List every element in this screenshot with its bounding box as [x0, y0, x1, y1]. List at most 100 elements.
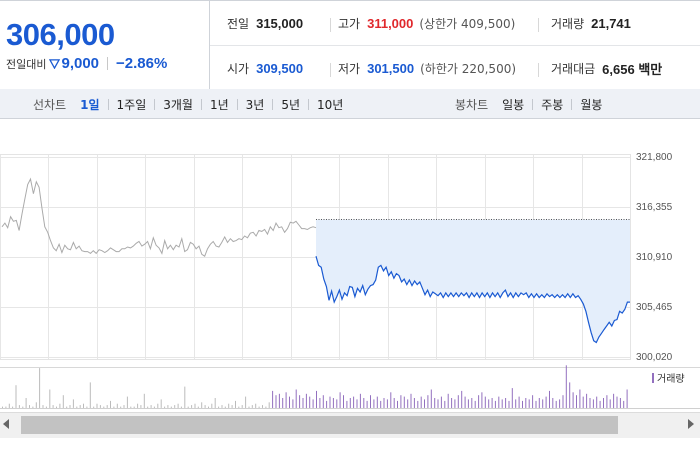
tab-3-months[interactable]: 3개월	[163, 97, 193, 112]
y-tick-labels: 321,800 316,355 310,910 305,465 300,020	[636, 152, 673, 363]
scroll-left-arrow-icon[interactable]	[3, 419, 9, 429]
change-value: 9,000	[61, 55, 100, 72]
tab-daily[interactable]: 일봉	[502, 97, 525, 112]
divider	[154, 98, 156, 110]
amount-value: 6,656 백만	[602, 61, 663, 77]
row-divider	[210, 45, 700, 46]
volume-bar	[248, 406, 250, 408]
volume-bar	[282, 398, 284, 408]
tab-1-year[interactable]: 1년	[209, 97, 229, 112]
volume-bar	[386, 399, 388, 408]
y-tick-label: 316,355	[636, 202, 673, 213]
divider	[236, 98, 238, 110]
candle-chart-tabs: 봉차트 일봉 주봉 월봉	[455, 89, 602, 119]
volume-bar	[93, 406, 95, 408]
tab-10-years[interactable]: 10년	[317, 97, 344, 112]
volume-bar	[370, 395, 371, 408]
chart-canvas: 321,800 316,355 310,910 305,465 300,020 거래량	[0, 152, 700, 409]
scroll-thumb[interactable]	[21, 416, 618, 434]
tab-weekly[interactable]: 주봉	[541, 97, 564, 112]
volume-bar	[326, 400, 328, 408]
volume-bar	[552, 398, 554, 408]
volume-label: 거래량	[551, 16, 585, 31]
volume-bar	[393, 398, 395, 408]
volume-bar	[380, 400, 382, 408]
volume-bar	[484, 396, 486, 408]
volume-bar	[461, 390, 463, 408]
volume-bar	[295, 389, 297, 408]
volume-bar	[447, 393, 449, 409]
volume-bar	[140, 405, 142, 408]
volume-bar	[245, 396, 247, 408]
volume-bar	[39, 368, 41, 408]
volume-bar	[211, 403, 213, 408]
volume-bar	[427, 395, 429, 408]
volume-bar	[488, 399, 490, 408]
volume-bar	[609, 399, 611, 408]
tab-monthly[interactable]: 월봉	[580, 97, 603, 112]
volume-bar	[302, 398, 304, 408]
volume-bar	[268, 402, 270, 408]
upper-limit: (상한가 409,500)	[419, 16, 516, 31]
high-label: 고가	[338, 16, 361, 31]
volume-bar	[194, 403, 196, 408]
prev-close-label: 전일	[227, 16, 250, 31]
stat-low: 저가 301,500 (하한가 220,500)	[338, 58, 516, 78]
volume-bar	[464, 396, 466, 408]
volume-bar	[349, 398, 351, 408]
volume-bar	[397, 400, 398, 408]
tab-1-day[interactable]: 1일	[80, 97, 100, 112]
volume-bar	[555, 400, 557, 408]
divider	[272, 98, 274, 110]
volume-bar	[454, 399, 456, 408]
volume-bar	[562, 395, 564, 408]
volume-bar	[72, 399, 74, 408]
volume-bar	[596, 396, 598, 408]
tab-5-years[interactable]: 5년	[281, 97, 301, 112]
prev-close-value: 315,000	[256, 15, 304, 31]
volume-bar	[508, 400, 510, 408]
tab-1-week[interactable]: 1주일	[116, 97, 147, 112]
volume-bar	[59, 403, 61, 408]
chart-scrollbar[interactable]	[0, 412, 700, 438]
volume-bar	[403, 396, 405, 408]
volume-bar	[99, 405, 101, 408]
tab-3-years[interactable]: 3년	[245, 97, 265, 112]
volume-bar	[224, 406, 226, 408]
scroll-right-arrow-icon[interactable]	[688, 419, 694, 429]
volume-bar	[565, 365, 567, 409]
divider	[107, 98, 109, 110]
volume-legend-swatch	[652, 373, 654, 383]
volume-bar	[346, 400, 348, 408]
volume-legend: 거래량	[657, 373, 685, 385]
volume-bar	[79, 405, 81, 408]
volume-bar	[2, 406, 3, 408]
volume-bar	[35, 402, 37, 408]
volume-bar	[413, 398, 415, 408]
stat-volume: 거래량 21,741	[551, 13, 631, 33]
volume-bar	[22, 406, 24, 408]
current-price-box: 306,000 전일대비 9,000 −2.86%	[0, 1, 210, 89]
volume-bar	[86, 406, 88, 408]
volume-bar	[549, 390, 550, 408]
volume-bar	[329, 396, 331, 408]
volume-bar	[316, 390, 317, 408]
divider	[532, 98, 534, 110]
volume-bar	[420, 396, 422, 408]
volume-bar	[586, 393, 588, 409]
high-value: 311,000	[367, 15, 414, 31]
divider	[107, 57, 109, 70]
volume-bar	[336, 399, 338, 408]
volume-bar	[522, 400, 523, 408]
divider	[200, 98, 202, 110]
volume-bar	[582, 396, 584, 408]
y-tick-label: 310,910	[636, 252, 673, 263]
volume-bar	[153, 406, 155, 408]
volume-bar	[241, 405, 243, 408]
volume-bar	[410, 393, 412, 409]
volume-bar	[353, 396, 355, 408]
volume-bar	[214, 398, 216, 408]
volume-bar	[623, 400, 625, 408]
volume-bar	[126, 396, 128, 408]
change-row: 전일대비 9,000 −2.86%	[6, 55, 167, 72]
